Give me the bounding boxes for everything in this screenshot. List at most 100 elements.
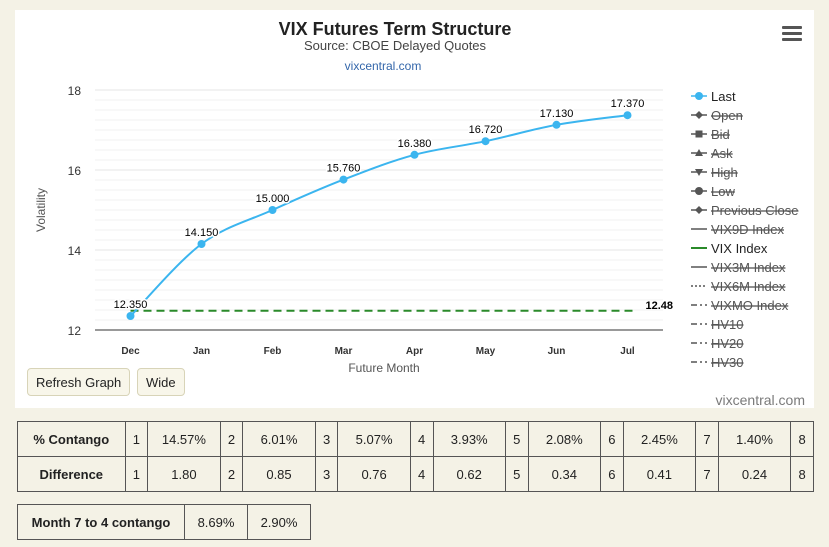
legend-item: VIX9D Index [691, 222, 784, 237]
legend-label: High [711, 165, 738, 180]
last-data-point [197, 240, 206, 248]
legend-triangle-icon [695, 149, 703, 156]
legend-label: VIX6M Index [711, 279, 786, 294]
last-data-label: 16.380 [398, 138, 432, 150]
last-data-point [481, 137, 490, 146]
last-data-label: 15.000 [256, 193, 290, 205]
legend-item: High [691, 165, 738, 180]
chart-credit[interactable]: vixcentral.com [715, 392, 805, 408]
month-contango-table: Month 7 to 4 contango 8.69% 2.90% [17, 504, 311, 540]
legend-label: HV30 [711, 355, 744, 370]
last-data-point [623, 111, 632, 120]
last-data-point [268, 206, 277, 214]
difference-value: 0.85 [242, 456, 316, 492]
difference-row: Difference 1 1.80 2 0.85 3 0.76 4 0.62 5… [17, 456, 814, 492]
row-label: % Contango [17, 421, 126, 457]
legend-item: Low [691, 184, 735, 199]
last-data-label: 16.720 [469, 124, 503, 136]
legend-diamond-icon [695, 206, 703, 214]
chart-panel: VIX Futures Term Structure Source: CBOE … [15, 10, 814, 408]
legend-item: Open [691, 108, 743, 123]
legend-label: VIX3M Index [711, 260, 786, 275]
contango-value: 3.93% [432, 421, 506, 457]
last-series-line [129, 114, 628, 317]
legend-circle-icon [695, 187, 703, 195]
legend-label: VIX Index [711, 241, 768, 256]
contango-value: 1.40% [717, 421, 792, 457]
month-index: 6 [599, 456, 624, 492]
last-data-label: 12.350 [114, 299, 148, 311]
legend-triangle-down-icon [695, 169, 703, 176]
y-tick-label: 12 [68, 324, 82, 338]
last-data-label: 17.370 [611, 98, 645, 110]
vix-index-label: 12.48 [646, 300, 674, 312]
x-tick-label: Jun [548, 346, 566, 357]
legend-item: VIX Index [691, 241, 768, 256]
last-data-point [339, 175, 348, 184]
legend-label: Low [711, 184, 735, 199]
x-tick-label: Apr [406, 346, 423, 357]
month-index: 8 [790, 421, 814, 457]
last-data-label: 15.760 [327, 163, 361, 175]
difference-value: 1.80 [147, 456, 221, 492]
legend-item: VIXMO Index [691, 298, 789, 313]
wide-button[interactable]: Wide [137, 368, 185, 396]
vix-term-structure-chart: VIX Futures Term Structure Source: CBOE … [34, 19, 798, 375]
y-tick-label: 16 [68, 164, 82, 178]
legend-item: VIX6M Index [691, 279, 786, 294]
y-axis-title: Volatility [34, 188, 48, 232]
difference-value: 0.24 [717, 456, 792, 492]
legend-item: VIX3M Index [691, 260, 786, 275]
legend-label: HV10 [711, 317, 744, 332]
x-tick-label: Mar [335, 346, 353, 357]
month-index: 5 [504, 421, 529, 457]
last-data-point [410, 150, 419, 159]
difference-value: 0.41 [622, 456, 697, 492]
contango-value: 14.57% [147, 421, 221, 457]
month-contango-value: 8.69% [184, 504, 248, 540]
month-index: 1 [124, 421, 149, 457]
x-tick-label: Feb [264, 346, 282, 357]
month-index: 2 [219, 421, 244, 457]
hamburger-menu-icon[interactable] [782, 26, 802, 42]
month-contango-row: Month 7 to 4 contango 8.69% 2.90% [17, 504, 311, 540]
refresh-graph-button[interactable]: Refresh Graph [27, 368, 131, 396]
legend: Last Open Bid Ask High Low Previous Close VIX9D… [691, 89, 798, 370]
last-data-point [126, 312, 135, 320]
month-index: 1 [124, 456, 149, 492]
month-index: 6 [599, 421, 624, 457]
month-index: 7 [695, 456, 719, 492]
contango-value: 2.45% [622, 421, 697, 457]
chart-title: VIX Futures Term Structure [279, 19, 512, 39]
x-axis-title: Future Month [348, 361, 419, 375]
plot-series: 12.48 12.350 14.150 15.000 15.760 16.380 16.72… [112, 97, 674, 320]
legend-label: Ask [711, 146, 733, 161]
contango-row: % Contango 1 14.57% 2 6.01% 3 5.07% 4 3.… [17, 421, 814, 457]
plot-grid [95, 89, 663, 321]
month-index: 3 [314, 456, 339, 492]
legend-item: Bid [691, 127, 730, 142]
difference-value: 0.62 [432, 456, 506, 492]
difference-value: 0.76 [337, 456, 411, 492]
last-data-label: 14.150 [185, 227, 219, 239]
month-contango-value: 2.90% [247, 504, 311, 540]
chart-link[interactable]: vixcentral.com [345, 59, 422, 73]
difference-value: 0.34 [527, 456, 601, 492]
chart-subtitle: Source: CBOE Delayed Quotes [304, 38, 487, 53]
month-index: 4 [409, 456, 434, 492]
legend-item: Ask [691, 146, 733, 161]
last-data-point [552, 120, 561, 129]
y-tick-label: 14 [68, 244, 82, 258]
legend-label: Bid [711, 127, 730, 142]
contango-value: 6.01% [242, 421, 316, 457]
legend-circle-icon [695, 92, 703, 100]
month-index: 8 [790, 456, 814, 492]
plot-axes: 12 14 16 18 Dec Jan Feb Mar Apr May Jun Jul [68, 84, 663, 357]
legend-diamond-icon [695, 111, 703, 119]
x-tick-label: Jan [193, 346, 210, 357]
contango-table: % Contango 1 14.57% 2 6.01% 3 5.07% 4 3.… [17, 421, 814, 492]
legend-item: Last [691, 89, 736, 104]
x-tick-label: Dec [121, 346, 140, 357]
legend-item: HV20 [691, 336, 744, 351]
contango-value: 2.08% [527, 421, 601, 457]
